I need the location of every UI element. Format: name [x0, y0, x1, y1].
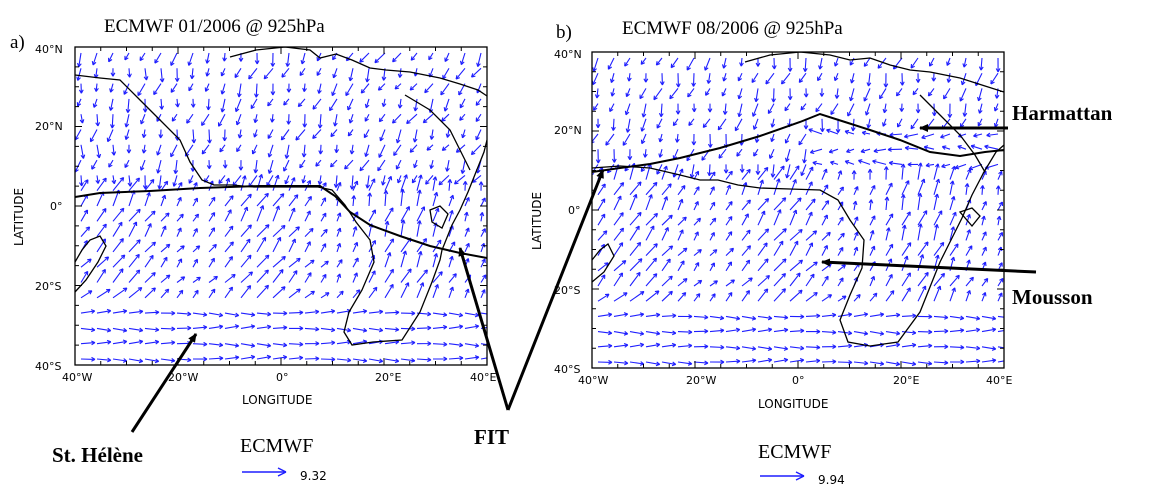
panel-b-ref-arrow-head	[795, 471, 805, 481]
panel-b-title: ECMWF 08/2006 @ 925hPa	[622, 18, 843, 39]
panel-a-ytick-20n: 20°N	[35, 120, 63, 133]
panel-a-ytick-40n: 40°N	[35, 43, 63, 56]
panel-a-ylabel: LATITUDE	[12, 188, 26, 246]
panel-b-wind-vectors	[592, 57, 1004, 367]
panel-a-xtick-20e: 20°E	[375, 371, 401, 384]
panel-a-title: ECMWF 01/2006 @ 925hPa	[104, 16, 325, 37]
fit-arrow-a	[458, 247, 510, 411]
panel-b-ytick-40n: 40°N	[554, 48, 582, 61]
panel-b-xtick-20w: 20°W	[686, 374, 716, 387]
panel-a-label: a)	[10, 32, 25, 53]
panel-b-xtick-20e: 20°E	[893, 374, 919, 387]
mousson-arrow	[821, 258, 1037, 274]
panel-b-ytick-40s: 40°S	[554, 363, 580, 376]
panel-a-xtick-40e: 40°E	[470, 371, 496, 384]
panel-a-wind-vectors	[75, 52, 487, 364]
panel-a-ref-arrow-head	[277, 467, 287, 477]
panel-a-ref-value: 9.32	[300, 469, 327, 483]
panel-a-xtick-0: 0°	[276, 371, 289, 384]
panel-a-itf-line	[75, 185, 487, 259]
st-helene-label: St. Hélène	[52, 443, 143, 467]
panel-a-xlabel: LONGITUDE	[242, 393, 312, 407]
panel-a-ytick-20s: 20°S	[35, 280, 61, 293]
panel-b-ref-name: ECMWF	[758, 441, 831, 463]
panel-b-ytick-0: 0°	[568, 204, 581, 217]
panel-b-xtick-0: 0°	[792, 374, 805, 387]
panel-a-ref-name: ECMWF	[240, 435, 313, 457]
panel-a-ytick-40s: 40°S	[35, 360, 61, 373]
panel-b-itf-line	[592, 112, 1004, 173]
panel-b: ECMWF 08/2006 @ 925hPa b) 40°N 20°N 0° 2…	[530, 18, 1012, 486]
panel-a-ytick-0: 0°	[50, 200, 63, 213]
panel-a-xtick-40w: 40°W	[62, 371, 92, 384]
panel-a: ECMWF 01/2006 @ 925hPa a) 40°N 20°N 0° 2…	[10, 16, 496, 483]
harmattan-label: Harmattan	[1012, 101, 1113, 125]
panel-b-ylabel: LATITUDE	[530, 192, 544, 250]
panel-b-ytick-20s: 20°S	[554, 284, 580, 297]
panel-a-ticks	[74, 46, 488, 366]
panel-a-xtick-20w: 20°W	[168, 371, 198, 384]
panel-b-xtick-40w: 40°W	[578, 374, 608, 387]
st-helene-arrow	[130, 333, 198, 433]
annotations: St. Hélène FIT Harmattan Mousson	[52, 101, 1113, 467]
fit-arrow-b	[506, 169, 605, 411]
panel-a-frame	[74, 46, 488, 366]
panel-b-xlabel: LONGITUDE	[758, 397, 828, 411]
panel-b-ref-value: 9.94	[818, 473, 845, 486]
panel-b-xtick-40e: 40°E	[986, 374, 1012, 387]
panel-b-ytick-20n: 20°N	[554, 124, 582, 137]
panel-b-label: b)	[556, 22, 572, 43]
mousson-label: Mousson	[1012, 285, 1093, 309]
fit-label: FIT	[474, 425, 509, 449]
